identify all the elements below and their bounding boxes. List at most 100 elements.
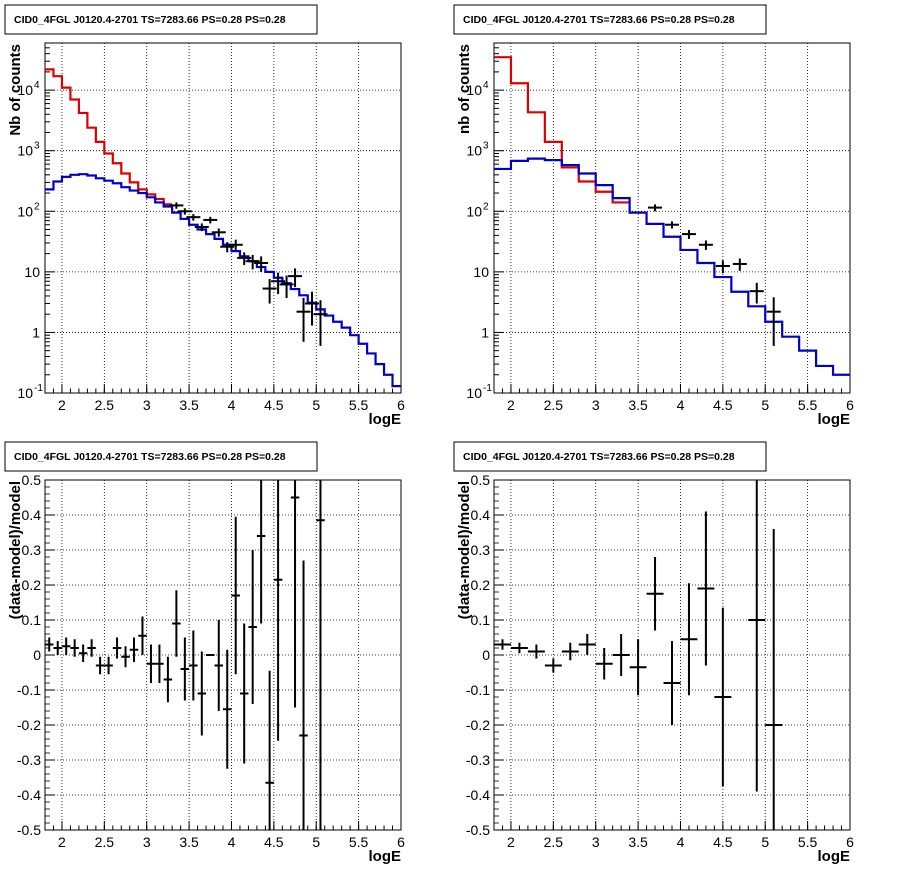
y-tick-label: 0.3 <box>471 542 491 558</box>
plot-frame <box>44 42 402 394</box>
x-tick-label: 5 <box>761 834 769 850</box>
y-tick-label: 10 <box>466 203 482 219</box>
y-tick-label: 0.4 <box>471 507 491 523</box>
y-tick-label: 1 <box>481 324 489 340</box>
x-tick-label: 5.5 <box>798 834 818 850</box>
y-tick-label: -0.2 <box>17 717 41 733</box>
y-tick-label: -0.3 <box>17 752 41 768</box>
title-box <box>453 4 767 35</box>
y-tick-label: 0.2 <box>471 577 491 593</box>
chart-title: CID0_4FGL J0120.4-2701 TS=7283.66 PS=0.2… <box>463 14 735 26</box>
title-box <box>453 441 767 472</box>
y-tick-label: 0 <box>33 647 41 663</box>
y-tick-label: -0.3 <box>466 752 490 768</box>
x-tick-label: 4 <box>677 834 685 850</box>
y-tick-label: 10 <box>24 264 40 280</box>
data-points <box>45 480 325 830</box>
x-tick-label: 5 <box>312 834 320 850</box>
x-tick-label: 2.5 <box>544 397 564 413</box>
histogram-series-total-model <box>45 68 173 206</box>
y-tick-label: -0.2 <box>466 717 490 733</box>
y-tick-exponent: 3 <box>483 141 489 152</box>
x-tick-label: 2.5 <box>544 834 564 850</box>
y-tick-label: 10 <box>473 264 489 280</box>
x-tick-label: 3.5 <box>179 397 199 413</box>
y-tick-exponent: 4 <box>483 80 489 91</box>
y-axis-label: (data-model)/model <box>7 481 24 619</box>
y-tick-label: 0.5 <box>471 472 491 488</box>
grid <box>494 43 850 393</box>
y-tick-label: 0.1 <box>22 612 42 628</box>
y-tick-label: 0.5 <box>22 472 42 488</box>
x-tick-label: 5 <box>761 397 769 413</box>
grid <box>45 480 401 830</box>
x-tick-label: 3 <box>592 834 600 850</box>
x-tick-label: 6 <box>397 834 405 850</box>
plot-frame <box>493 42 851 394</box>
histogram-series-source-model <box>494 157 850 376</box>
y-tick-exponent: 3 <box>34 141 40 152</box>
x-axis-label: logE <box>369 848 402 865</box>
axis-ticks: 2 2.5 3 3.5 4 4.5 5 5.5 6 -0.5 -0.4 -0.3 -0.2 -0.1 0 0.… <box>466 472 854 850</box>
x-tick-label: 2 <box>58 397 66 413</box>
data-points <box>648 204 781 346</box>
x-tick-label: 5.5 <box>798 397 818 413</box>
x-tick-label: 3.5 <box>628 834 648 850</box>
title-box <box>4 441 318 472</box>
title-box <box>4 4 318 35</box>
axis-ticks: 2 2.5 3 3.5 4 4.5 5 5.5 6 -0.5 -0.4 -0.3 -0.2 -0.1 0 0.… <box>17 472 405 850</box>
panel-residuals-coarse: CID0_4FGL J0120.4-2701 TS=7283.66 PS=0.2… <box>453 441 854 865</box>
x-tick-label: 6 <box>846 397 854 413</box>
y-tick-label: 0 <box>482 647 490 663</box>
x-tick-label: 6 <box>846 834 854 850</box>
grid <box>45 43 401 393</box>
x-axis-label: logE <box>818 411 851 428</box>
y-axis-label: (data-model)/model <box>456 481 473 619</box>
x-tick-label: 2.5 <box>95 834 115 850</box>
y-tick-label: 10 <box>466 143 482 159</box>
x-tick-label: 2.5 <box>95 397 115 413</box>
y-tick-label: 0.4 <box>22 507 42 523</box>
histograms <box>45 68 401 388</box>
y-tick-label: 0.1 <box>471 612 491 628</box>
x-tick-label: 4.5 <box>713 397 733 413</box>
y-tick-exponent: 2 <box>34 201 40 212</box>
x-tick-label: 6 <box>397 397 405 413</box>
x-axis-label: logE <box>818 848 851 865</box>
x-tick-label: 5 <box>312 397 320 413</box>
y-tick-label: 1 <box>32 324 40 340</box>
y-tick-label: 0.2 <box>22 577 42 593</box>
chart-title: CID0_4FGL J0120.4-2701 TS=7283.66 PS=0.2… <box>14 14 286 26</box>
y-tick-label: 10 <box>17 143 33 159</box>
x-tick-label: 3 <box>592 397 600 413</box>
y-axis-label: Nb of counts <box>7 44 24 136</box>
histogram-series-source-model <box>45 173 401 388</box>
y-tick-label: -0.1 <box>466 682 490 698</box>
y-tick-label: 10 <box>17 82 33 98</box>
y-tick-exponent: 2 <box>483 201 489 212</box>
y-tick-label: -0.1 <box>17 682 41 698</box>
y-tick-exponent: -1 <box>34 383 43 394</box>
x-tick-label: 3.5 <box>179 834 199 850</box>
chart-title: CID0_4FGL J0120.4-2701 TS=7283.66 PS=0.2… <box>463 451 735 463</box>
y-tick-label: -0.4 <box>17 787 41 803</box>
panel-counts-coarse: CID0_4FGL J0120.4-2701 TS=7283.66 PS=0.2… <box>453 4 854 428</box>
x-tick-label: 2 <box>58 834 66 850</box>
x-tick-label: 4.5 <box>264 834 284 850</box>
y-tick-exponent: -1 <box>483 383 492 394</box>
x-tick-label: 2 <box>507 834 515 850</box>
y-tick-label: -0.5 <box>466 822 490 838</box>
x-tick-label: 3 <box>143 834 151 850</box>
y-axis-label: nb of counts <box>456 44 473 134</box>
x-axis-label: logE <box>369 411 402 428</box>
histogram-series-total-model <box>494 56 630 204</box>
x-tick-label: 4.5 <box>713 834 733 850</box>
x-tick-label: 4 <box>677 397 685 413</box>
x-tick-label: 4 <box>228 397 236 413</box>
data-points <box>494 480 783 830</box>
x-tick-label: 3.5 <box>628 397 648 413</box>
y-tick-label: 10 <box>466 82 482 98</box>
y-tick-label: 10 <box>466 385 482 401</box>
x-tick-label: 3 <box>143 397 151 413</box>
